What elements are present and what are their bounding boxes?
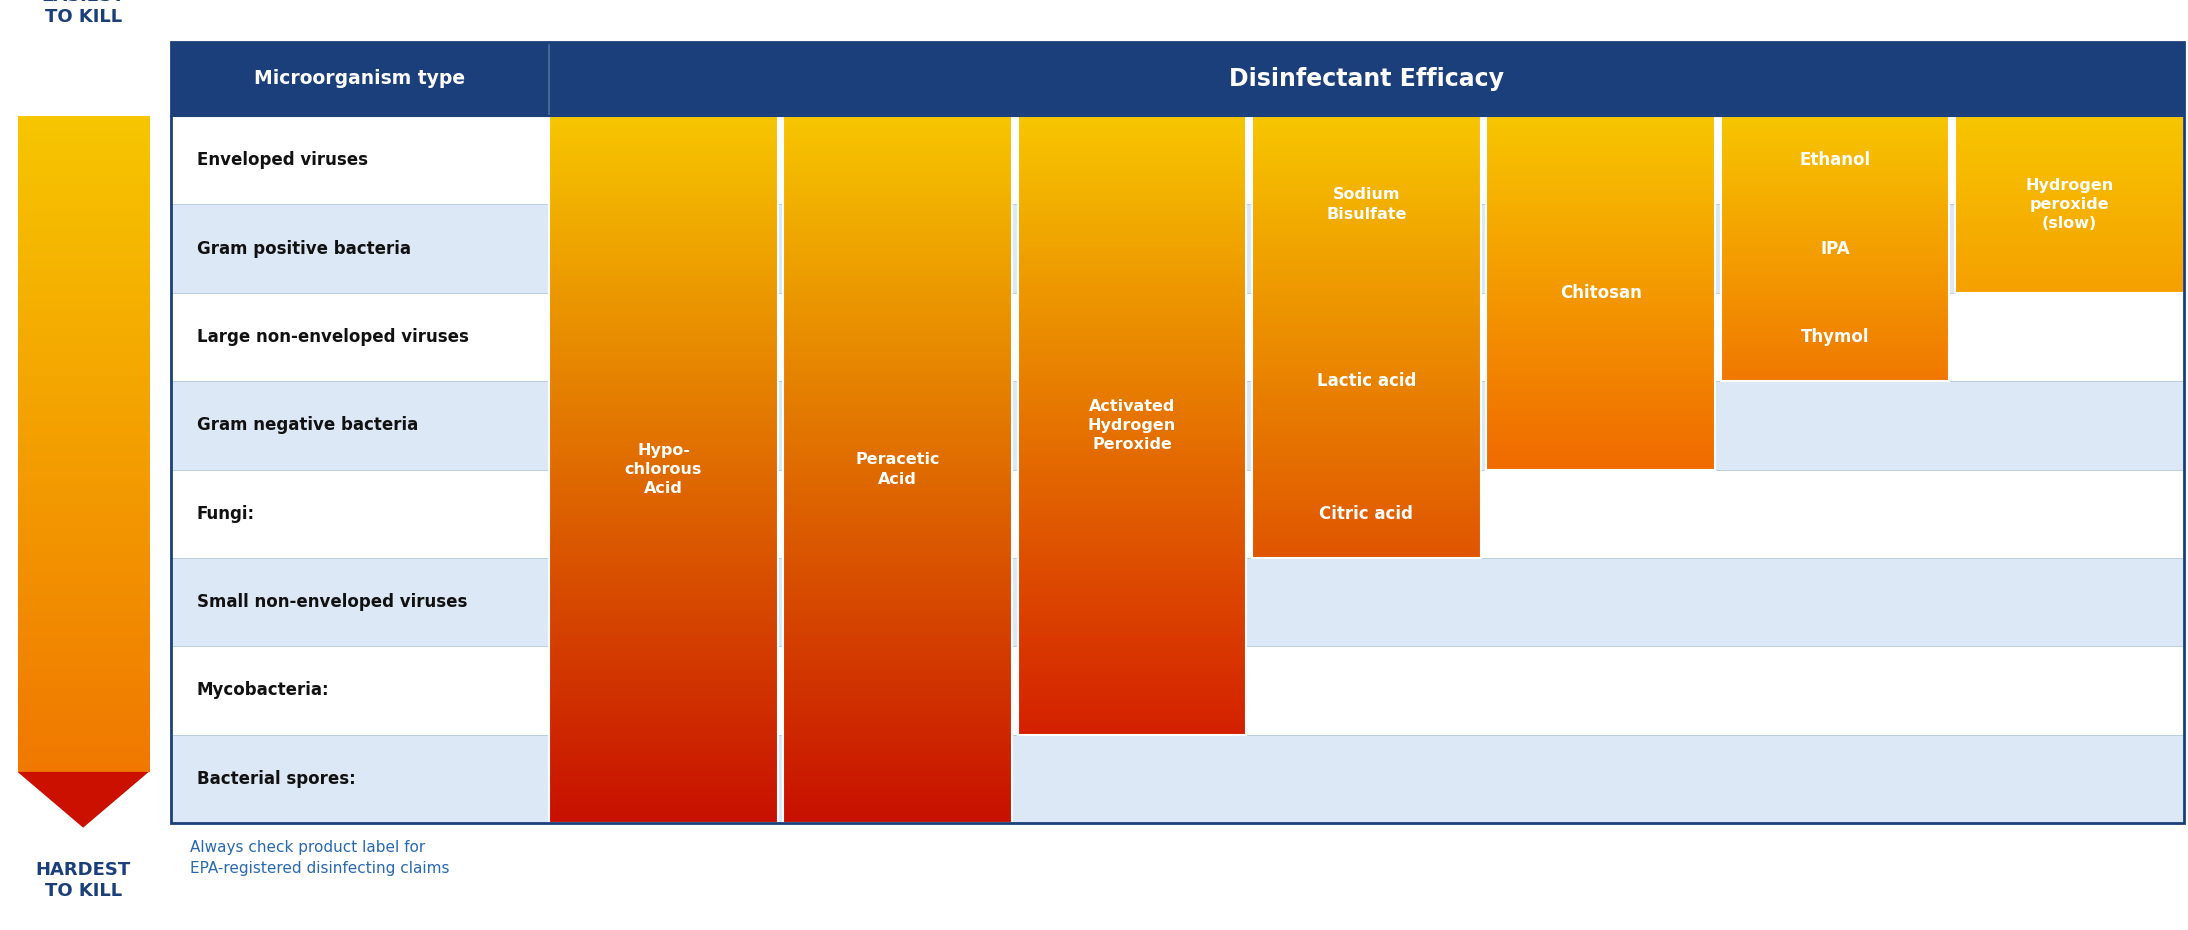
Bar (171, 42, 2184, 823)
Bar (783, 116, 1013, 823)
Bar (171, 381, 2184, 470)
Text: Sodium
Bisulfate: Sodium Bisulfate (1326, 187, 1407, 221)
Bar (171, 470, 2184, 558)
Text: Activated
Hydrogen
Peroxide: Activated Hydrogen Peroxide (1087, 399, 1177, 452)
Bar (171, 735, 2184, 823)
Bar (1017, 116, 1247, 735)
Text: Thymol: Thymol (1801, 328, 1869, 346)
Polygon shape (18, 772, 149, 828)
Text: Disinfectant Efficacy: Disinfectant Efficacy (1230, 67, 1503, 91)
Text: Lactic acid: Lactic acid (1317, 372, 1416, 391)
Text: Large non-enveloped viruses: Large non-enveloped viruses (197, 328, 468, 346)
Text: Chitosan: Chitosan (1560, 284, 1641, 302)
Text: EASIEST
TO KILL: EASIEST TO KILL (42, 0, 125, 26)
Text: Citric acid: Citric acid (1319, 505, 1413, 523)
Bar (1954, 116, 2184, 293)
Text: Gram negative bacteria: Gram negative bacteria (197, 417, 418, 434)
Bar (171, 42, 2184, 823)
Text: Small non-enveloped viruses: Small non-enveloped viruses (197, 593, 468, 611)
Bar (171, 42, 2184, 116)
Bar (171, 646, 2184, 735)
Bar (1720, 116, 1950, 381)
Bar (171, 293, 2184, 381)
Text: Bacterial spores:: Bacterial spores: (197, 770, 357, 788)
Bar (171, 558, 2184, 646)
Bar (171, 205, 2184, 293)
Text: Peracetic
Acid: Peracetic Acid (856, 453, 941, 486)
Text: Microorganism type: Microorganism type (254, 70, 466, 88)
Text: Gram positive bacteria: Gram positive bacteria (197, 240, 411, 258)
Text: Mycobacteria:: Mycobacteria: (197, 682, 330, 699)
Text: Ethanol: Ethanol (1799, 152, 1871, 169)
Text: HARDEST
TO KILL: HARDEST TO KILL (35, 861, 131, 900)
Text: Enveloped viruses: Enveloped viruses (197, 152, 368, 169)
Bar (1486, 116, 1715, 470)
Bar (549, 116, 779, 823)
Text: Hypo-
chlorous
Acid: Hypo- chlorous Acid (626, 443, 702, 497)
Text: IPA: IPA (1820, 240, 1849, 258)
Bar (1252, 116, 1481, 558)
Text: Always check product label for
EPA-registered disinfecting claims: Always check product label for EPA-regis… (190, 840, 449, 876)
Text: Hydrogen
peroxide
(slow): Hydrogen peroxide (slow) (2026, 178, 2114, 232)
Bar (171, 116, 2184, 205)
Text: Fungi:: Fungi: (197, 505, 256, 523)
